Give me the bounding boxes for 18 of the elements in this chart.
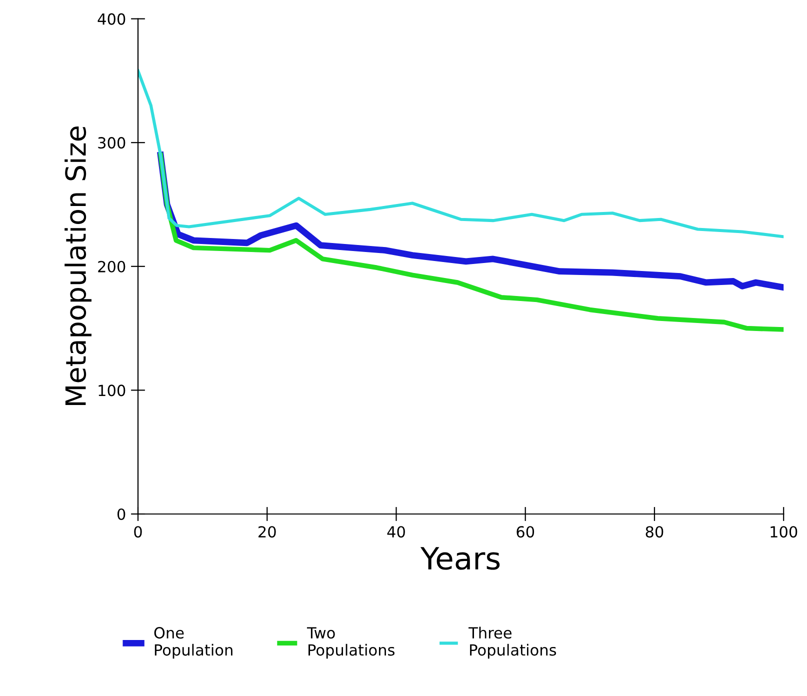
y-axis-title: Metapopulation Size xyxy=(64,126,92,405)
y-tick-label: 400 xyxy=(98,13,126,25)
x-tick-label: 0 xyxy=(134,526,142,538)
y-tick-label: 100 xyxy=(98,384,126,396)
x-axis-title: Years xyxy=(420,547,500,570)
x-tick-label: 40 xyxy=(387,526,405,538)
legend-label: Two Populations xyxy=(306,627,394,659)
line-series xyxy=(158,152,784,332)
x-tick-label: 60 xyxy=(516,526,534,538)
y-tick-label: 300 xyxy=(98,137,126,149)
line-series xyxy=(138,69,784,238)
x-tick-label: 80 xyxy=(646,526,664,538)
y-tick-label: 200 xyxy=(98,260,126,272)
x-tick-label: 100 xyxy=(770,526,798,538)
legend-label: One Population xyxy=(154,627,232,659)
legend-label: Three Populations xyxy=(468,626,556,659)
x-tick-label: 20 xyxy=(258,526,276,538)
y-tick-label: 0 xyxy=(117,508,126,520)
